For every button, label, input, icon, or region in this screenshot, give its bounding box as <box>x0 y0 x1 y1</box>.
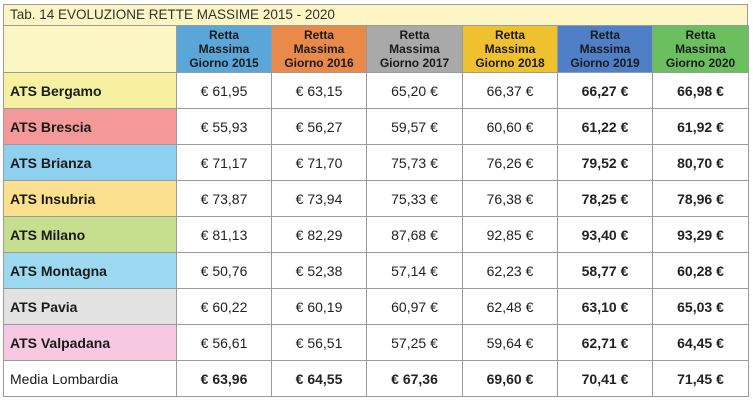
value-cell: 78,96 € <box>652 180 749 217</box>
value-cell: 59,57 € <box>366 108 463 145</box>
row-label: ATS Montagna <box>3 252 177 289</box>
value-cell: € 63,96 <box>176 360 272 397</box>
row-label: ATS Pavia <box>3 288 177 325</box>
value-cell: € 56,27 <box>271 108 367 145</box>
value-cell: € 60,19 <box>271 288 367 325</box>
row-label: Media Lombardia <box>3 360 177 397</box>
row-label: ATS Bergamo <box>3 72 177 109</box>
value-cell: € 67,36 <box>366 360 463 397</box>
value-cell: 60,97 € <box>366 288 463 325</box>
value-cell: 65,20 € <box>366 72 463 109</box>
value-cell: 61,22 € <box>557 108 653 145</box>
value-cell: € 60,22 <box>176 288 272 325</box>
table-row: ATS Brianza € 71,17 € 71,70 75,73 €76,26 €7… <box>3 144 749 181</box>
value-cell: € 82,29 <box>271 216 367 253</box>
value-cell: 62,71 € <box>557 324 653 361</box>
value-cell: 61,92 € <box>652 108 749 145</box>
value-cell: 58,77 € <box>557 252 653 289</box>
value-cell: 75,33 € <box>366 180 463 217</box>
column-header-2019: Retta Massima Giorno 2019 <box>557 25 653 73</box>
value-cell: 78,25 € <box>557 180 653 217</box>
rates-table: Retta Massima Giorno 2015 Retta Massima Gior… <box>3 25 749 397</box>
table-row: ATS Brescia € 55,93 € 56,27 59,57 €60,60 €6… <box>3 108 749 145</box>
value-cell: 71,45 € <box>652 360 749 397</box>
value-cell: € 56,51 <box>271 324 367 361</box>
table-row: ATS Milano € 81,13 € 82,29 87,68 €92,85 €93… <box>3 216 749 253</box>
value-cell: 66,98 € <box>652 72 749 109</box>
column-header-2015: Retta Massima Giorno 2015 <box>176 25 272 73</box>
value-cell: 62,23 € <box>462 252 558 289</box>
row-label: ATS Insubria <box>3 180 177 217</box>
value-cell: 79,52 € <box>557 144 653 181</box>
value-cell: € 73,94 <box>271 180 367 217</box>
column-header-2018: Retta Massima Giorno 2018 <box>462 25 558 73</box>
table-row: ATS Insubria € 73,87 € 73,94 75,33 €76,38 €… <box>3 180 749 217</box>
table-row: ATS Pavia € 60,22 € 60,19 60,97 €62,48 €63,… <box>3 288 749 325</box>
value-cell: 75,73 € <box>366 144 463 181</box>
value-cell: € 52,38 <box>271 252 367 289</box>
value-cell: 59,64 € <box>462 324 558 361</box>
value-cell: 76,26 € <box>462 144 558 181</box>
value-cell: 87,68 € <box>366 216 463 253</box>
value-cell: € 56,61 <box>176 324 272 361</box>
table-row: Media Lombardia € 63,96 € 64,55 € 67,36 69,6… <box>3 360 749 397</box>
value-cell: 57,25 € <box>366 324 463 361</box>
value-cell: € 71,70 <box>271 144 367 181</box>
value-cell: 76,38 € <box>462 180 558 217</box>
column-header-2017: Retta Massima Giorno 2017 <box>366 25 463 73</box>
row-label: ATS Brianza <box>3 144 177 181</box>
value-cell: € 55,93 <box>176 108 272 145</box>
table-row: ATS Bergamo € 61,95 € 63,15 65,20 €66,37 €6… <box>3 72 749 109</box>
row-label: ATS Brescia <box>3 108 177 145</box>
value-cell: 80,70 € <box>652 144 749 181</box>
value-cell: 93,29 € <box>652 216 749 253</box>
value-cell: 70,41 € <box>557 360 653 397</box>
value-cell: 62,48 € <box>462 288 558 325</box>
value-cell: 66,37 € <box>462 72 558 109</box>
value-cell: 92,85 € <box>462 216 558 253</box>
value-cell: 66,27 € <box>557 72 653 109</box>
table-container: Tab. 14 EVOLUZIONE RETTE MASSIME 2015 - … <box>3 4 749 397</box>
value-cell: € 50,76 <box>176 252 272 289</box>
value-cell: € 63,15 <box>271 72 367 109</box>
value-cell: 63,10 € <box>557 288 653 325</box>
value-cell: 60,28 € <box>652 252 749 289</box>
value-cell: 60,60 € <box>462 108 558 145</box>
header-row: Retta Massima Giorno 2015 Retta Massima Gior… <box>3 25 749 73</box>
table-row: ATS Valpadana € 56,61 € 56,51 57,25 €59,64 … <box>3 324 749 361</box>
value-cell: € 64,55 <box>271 360 367 397</box>
value-cell: 69,60 € <box>462 360 558 397</box>
column-header-2016: Retta Massima Giorno 2016 <box>271 25 367 73</box>
header-corner-cell <box>3 25 177 73</box>
table-row: ATS Montagna € 50,76 € 52,38 57,14 €62,23 €… <box>3 252 749 289</box>
value-cell: 65,03 € <box>652 288 749 325</box>
value-cell: € 61,95 <box>176 72 272 109</box>
value-cell: 64,45 € <box>652 324 749 361</box>
value-cell: € 81,13 <box>176 216 272 253</box>
row-label: ATS Milano <box>3 216 177 253</box>
row-label: ATS Valpadana <box>3 324 177 361</box>
value-cell: € 71,17 <box>176 144 272 181</box>
column-header-2020: Retta Massima Giorno 2020 <box>652 25 749 73</box>
table-title: Tab. 14 EVOLUZIONE RETTE MASSIME 2015 - … <box>3 4 748 25</box>
value-cell: 57,14 € <box>366 252 463 289</box>
value-cell: 93,40 € <box>557 216 653 253</box>
value-cell: € 73,87 <box>176 180 272 217</box>
